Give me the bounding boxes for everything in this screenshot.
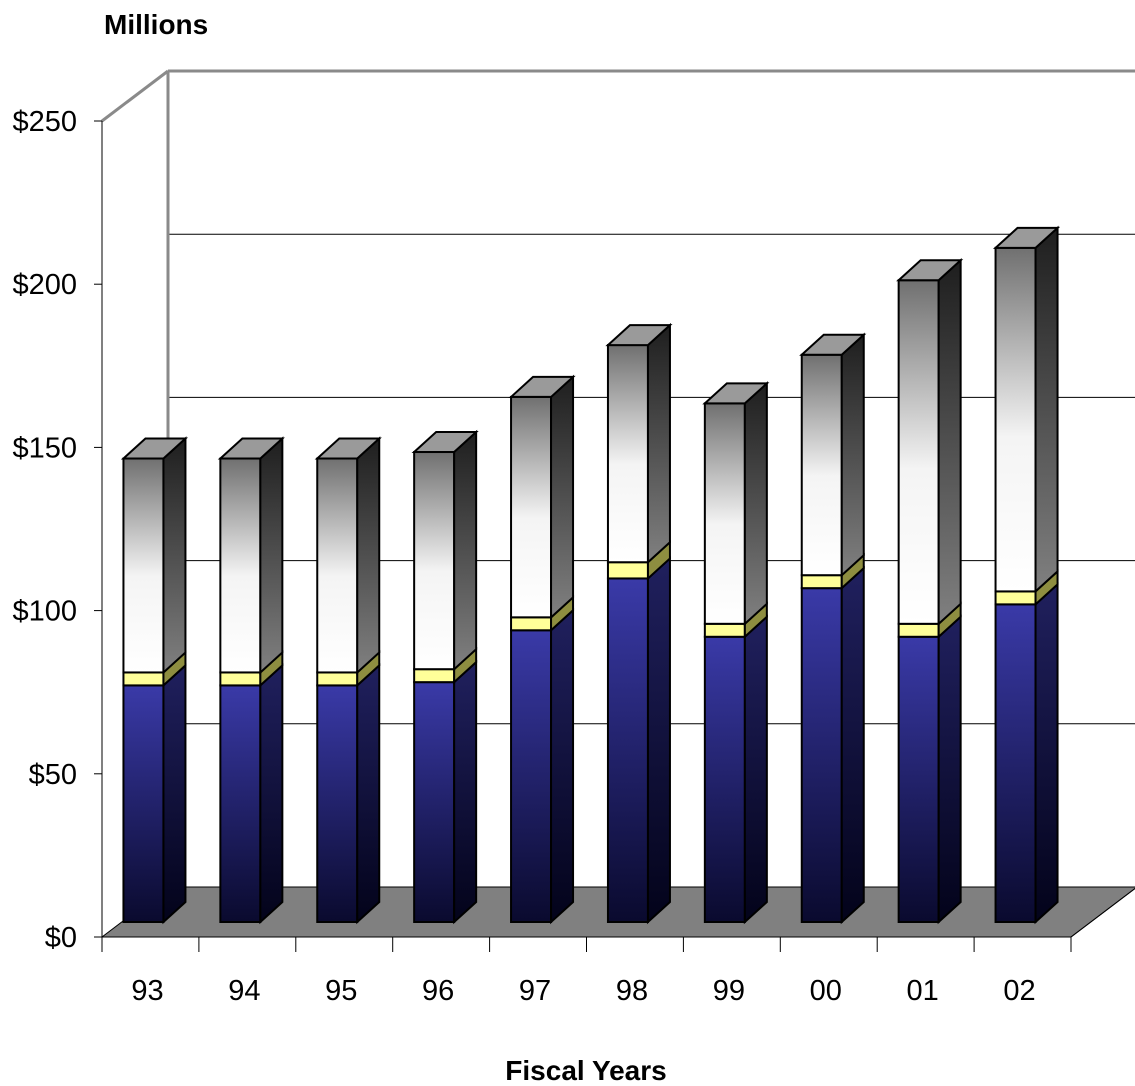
- y-tick-label: $250: [12, 106, 77, 138]
- bar-segment: [219, 457, 262, 674]
- bar-segment-side: [937, 257, 962, 627]
- y-tick-label: $100: [12, 596, 77, 628]
- bar-stack: [992, 225, 1061, 925]
- bar-top: [120, 437, 189, 460]
- bars: [120, 225, 1061, 925]
- x-tick-label: 02: [1003, 975, 1035, 1007]
- bar-segment: [219, 684, 262, 923]
- bar-segment: [510, 629, 553, 923]
- y-tick-label: $150: [12, 432, 77, 464]
- x-tick-label: 96: [422, 975, 454, 1007]
- bar-stack: [605, 322, 673, 925]
- bar-segment-side: [259, 663, 284, 925]
- bar-segment: [994, 603, 1037, 924]
- floor-right-edge: [1070, 887, 1135, 938]
- y-tick-label: $200: [12, 269, 77, 301]
- bar-segment: [897, 279, 940, 625]
- y-axis-title: Millions: [104, 9, 208, 40]
- bar-segment-side: [937, 614, 962, 925]
- bar-segment-side: [840, 332, 865, 578]
- axes: $0 $50 $100 $150 $200 $250 93 94 95 96 97 98 99 00 01 0…: [12, 106, 1135, 1007]
- bar-stack: [508, 374, 576, 925]
- x-tick-label: 97: [519, 975, 551, 1007]
- bar-stack: [120, 436, 189, 925]
- bar-segment-side: [356, 436, 381, 675]
- bar-segment-side: [743, 381, 768, 627]
- bar-segment-side: [259, 436, 284, 675]
- bar-segment: [122, 671, 165, 687]
- bar-segment: [994, 246, 1037, 593]
- bar-stack: [314, 436, 382, 925]
- bar-segment: [510, 616, 553, 632]
- bar-segment-side: [453, 659, 478, 925]
- bar-top: [992, 226, 1061, 249]
- bar-segment: [122, 457, 165, 674]
- bar-segment: [897, 635, 940, 923]
- bar-segment: [994, 590, 1037, 606]
- bar-segment: [316, 457, 359, 674]
- bar-segment: [800, 587, 843, 923]
- x-tick-label: 98: [616, 975, 648, 1007]
- bar-segment: [316, 671, 359, 687]
- bar-segment-side: [1034, 225, 1059, 594]
- bar-top: [217, 437, 285, 460]
- side-wall-top: [101, 69, 169, 123]
- x-tick-label: 99: [713, 975, 745, 1007]
- bar-segment-side: [840, 565, 865, 925]
- bar-top: [702, 382, 770, 405]
- bar-segment: [122, 684, 165, 923]
- x-axis-title: Fiscal Years: [505, 1055, 666, 1086]
- bar-segment: [316, 684, 359, 923]
- x-tick-label: 01: [907, 975, 939, 1007]
- bar-top: [799, 333, 867, 356]
- bar-segment: [703, 635, 746, 923]
- bar-segment: [703, 622, 746, 638]
- bar-segment-side: [162, 436, 187, 675]
- y-tick-label: $50: [29, 759, 77, 791]
- bar-segment: [606, 577, 649, 923]
- x-tick-label: 95: [325, 975, 357, 1007]
- bar-stack: [702, 381, 770, 925]
- bar-segment: [606, 344, 649, 564]
- bar-segment: [413, 668, 456, 684]
- bar-top: [508, 375, 576, 398]
- bar-segment-side: [356, 663, 381, 925]
- bar-segment: [800, 574, 843, 590]
- bar-segment: [703, 402, 746, 625]
- bar-segment: [800, 353, 843, 577]
- bar-segment: [897, 622, 940, 638]
- bar-segment: [219, 671, 262, 687]
- bar-top: [896, 259, 964, 282]
- bar-segment: [413, 681, 456, 923]
- x-tick-label: 94: [228, 975, 260, 1007]
- bar-segment: [413, 451, 456, 671]
- bar-top: [605, 324, 673, 347]
- bar-segment: [510, 395, 553, 619]
- bar-segment-side: [1034, 582, 1059, 925]
- bar-stack: [411, 429, 479, 925]
- bar-segment-side: [550, 374, 575, 620]
- bar-segment-side: [550, 608, 575, 925]
- bar-segment-side: [162, 663, 187, 925]
- x-tick-label: 93: [131, 975, 163, 1007]
- x-tick-label: 00: [810, 975, 842, 1007]
- bar-segment: [606, 561, 649, 580]
- bar-segment-side: [453, 429, 478, 672]
- y-tick-label: $0: [45, 922, 77, 954]
- bar-segment-side: [743, 614, 768, 925]
- bar-top: [314, 437, 382, 460]
- bar-stack: [217, 436, 285, 925]
- bar-stack: [799, 332, 867, 925]
- bar-segment-side: [646, 322, 671, 565]
- bar-top: [411, 431, 479, 454]
- bar-segment-side: [646, 556, 671, 925]
- bar-stack: [896, 257, 964, 925]
